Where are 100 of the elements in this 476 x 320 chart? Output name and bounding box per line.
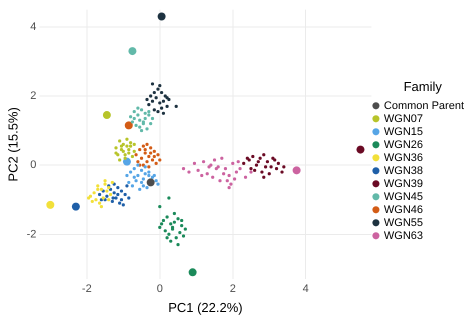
point xyxy=(103,182,107,186)
point xyxy=(132,166,136,170)
point xyxy=(118,139,122,143)
point xyxy=(129,170,132,174)
point xyxy=(249,170,253,174)
point xyxy=(162,100,166,103)
point xyxy=(176,243,180,246)
point xyxy=(105,189,108,193)
legend-label: WGN55 xyxy=(384,216,424,229)
point xyxy=(147,165,150,168)
point xyxy=(150,82,154,86)
point xyxy=(192,162,196,166)
point xyxy=(116,192,120,196)
point xyxy=(242,162,246,166)
point xyxy=(145,160,149,164)
y-tick-label: 0 xyxy=(30,159,36,172)
point xyxy=(147,154,150,158)
point xyxy=(140,128,144,132)
point xyxy=(144,172,147,176)
point xyxy=(154,162,158,166)
point xyxy=(98,202,102,205)
point xyxy=(140,168,144,172)
point xyxy=(150,100,154,103)
point xyxy=(207,165,211,168)
x-tick-label: -2 xyxy=(82,282,92,295)
point xyxy=(172,220,176,224)
point xyxy=(253,168,256,172)
point xyxy=(162,218,166,222)
point xyxy=(269,165,273,168)
point xyxy=(218,179,222,182)
point xyxy=(152,108,156,112)
point xyxy=(132,142,136,146)
point xyxy=(142,184,145,188)
point xyxy=(174,236,178,240)
point xyxy=(174,104,178,108)
point xyxy=(132,110,136,114)
point xyxy=(134,124,138,127)
point xyxy=(144,148,147,152)
point xyxy=(114,146,118,150)
point xyxy=(254,164,258,167)
point xyxy=(147,174,150,178)
point xyxy=(124,153,127,156)
point xyxy=(280,170,284,174)
point xyxy=(164,229,167,232)
point xyxy=(147,103,150,106)
point xyxy=(234,170,238,174)
point xyxy=(274,166,278,170)
point xyxy=(145,186,149,190)
point xyxy=(167,196,171,200)
point xyxy=(262,153,266,156)
point xyxy=(271,156,274,160)
y-tick-label: -2 xyxy=(26,228,36,240)
point xyxy=(156,153,160,156)
point xyxy=(176,217,180,220)
point xyxy=(134,153,138,156)
point xyxy=(112,191,116,194)
point xyxy=(184,227,187,231)
point xyxy=(94,198,98,202)
point xyxy=(127,148,130,152)
point xyxy=(136,106,140,110)
legend-title: Family xyxy=(404,78,442,94)
point xyxy=(156,110,160,114)
point xyxy=(129,141,132,144)
point xyxy=(142,177,145,181)
point xyxy=(282,165,286,168)
point xyxy=(158,84,162,88)
x-tick-label: 0 xyxy=(156,282,163,295)
legend-label: WGN36 xyxy=(384,152,424,164)
point xyxy=(266,160,270,164)
point xyxy=(182,234,186,238)
point xyxy=(122,150,125,153)
point xyxy=(147,170,150,174)
point xyxy=(224,166,228,170)
point xyxy=(152,174,156,178)
point xyxy=(136,160,140,164)
point xyxy=(147,110,150,114)
point xyxy=(165,96,169,100)
point xyxy=(136,113,140,117)
point xyxy=(249,166,253,170)
point xyxy=(125,174,129,178)
point xyxy=(160,222,164,226)
point xyxy=(125,184,129,188)
legend-label: WGN38 xyxy=(384,164,424,177)
point xyxy=(167,232,171,236)
point xyxy=(118,158,122,162)
point xyxy=(158,101,162,105)
point xyxy=(114,196,118,200)
point xyxy=(145,98,149,102)
point xyxy=(140,156,144,160)
point xyxy=(152,154,156,158)
point xyxy=(144,116,147,120)
point xyxy=(145,127,149,130)
point xyxy=(149,146,152,150)
point xyxy=(129,144,132,148)
point xyxy=(238,166,242,170)
point xyxy=(206,172,209,176)
point xyxy=(132,150,136,153)
point xyxy=(88,194,92,198)
point xyxy=(165,104,169,108)
point xyxy=(180,224,184,228)
